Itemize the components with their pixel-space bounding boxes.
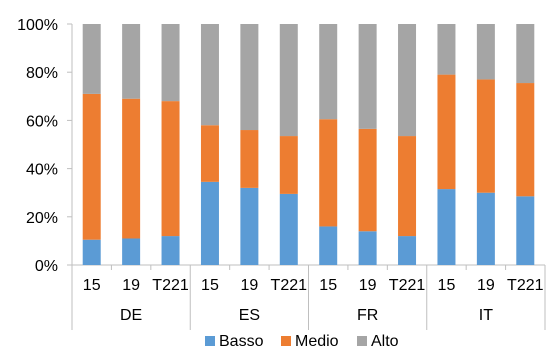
bar-segment-alto xyxy=(476,24,495,80)
bar-segment-basso xyxy=(240,187,259,265)
bar-segment-basso xyxy=(82,239,101,265)
bar-segment-alto xyxy=(122,24,141,99)
x-tick-label: 19 xyxy=(240,277,258,294)
bar-segment-basso xyxy=(319,226,338,265)
y-tick-label: 0% xyxy=(35,258,58,275)
bar-segment-basso xyxy=(358,231,377,265)
bar-segment-basso xyxy=(279,193,298,265)
legend-label: Medio xyxy=(295,333,339,350)
bar-segment-medio xyxy=(437,74,456,190)
y-tick-label: 20% xyxy=(26,210,58,227)
bar-segment-medio xyxy=(200,125,219,182)
group-label: DE xyxy=(120,307,142,324)
group-label: ES xyxy=(239,307,260,324)
bars-layer xyxy=(82,24,535,265)
bar-segment-alto xyxy=(319,24,338,120)
bar-segment-basso xyxy=(398,236,417,265)
group-label: IT xyxy=(479,307,493,324)
category-labels-layer: 15 19 T221 15 19 T221 15 19 T221 15 19 T221 DE ES FR IT xyxy=(71,265,546,330)
x-tick-label: T221 xyxy=(507,277,544,294)
bar-segment-medio xyxy=(476,79,495,193)
bar-segment-alto xyxy=(516,24,535,84)
bar-segment-basso xyxy=(437,189,456,265)
x-tick-label: T221 xyxy=(271,277,308,294)
bar-segment-medio xyxy=(240,130,259,188)
x-tick-label: 15 xyxy=(319,277,337,294)
bar-segment-alto xyxy=(398,24,417,137)
x-tick-label: 19 xyxy=(359,277,377,294)
bar-segment-alto xyxy=(358,24,377,129)
legend-swatch-alto xyxy=(357,336,367,346)
bar-segment-alto xyxy=(161,24,180,102)
y-tick-label: 60% xyxy=(26,113,58,130)
bar-segment-medio xyxy=(516,83,535,197)
bar-segment-basso xyxy=(476,192,495,265)
y-tick-label: 80% xyxy=(26,65,58,82)
legend: Basso Medio Alto xyxy=(205,333,399,350)
bar-segment-alto xyxy=(437,24,456,75)
bar-segment-basso xyxy=(161,236,180,265)
bar-segment-medio xyxy=(161,101,180,237)
bar-segment-medio xyxy=(82,93,101,240)
x-tick-label: 19 xyxy=(477,277,495,294)
bar-segment-alto xyxy=(279,24,298,137)
bar-segment-medio xyxy=(122,98,141,239)
legend-label: Basso xyxy=(219,333,264,350)
x-tick-label: 15 xyxy=(83,277,101,294)
bar-segment-alto xyxy=(200,24,219,126)
x-tick-label: T221 xyxy=(152,277,189,294)
y-tick-label: 40% xyxy=(26,162,58,179)
bar-segment-medio xyxy=(358,128,377,232)
x-tick-label: 15 xyxy=(438,277,456,294)
bar-segment-medio xyxy=(398,136,417,237)
group-label: FR xyxy=(357,307,378,324)
bar-segment-alto xyxy=(240,24,259,131)
legend-swatch-basso xyxy=(205,336,215,346)
bar-segment-basso xyxy=(122,238,141,265)
y-tick-label: 100% xyxy=(17,17,58,34)
legend-swatch-medio xyxy=(281,336,291,346)
bar-segment-medio xyxy=(319,119,338,227)
bar-segment-medio xyxy=(279,136,298,194)
x-tick-label: 19 xyxy=(122,277,140,294)
legend-label: Alto xyxy=(371,333,399,350)
bar-segment-basso xyxy=(200,181,219,265)
bar-segment-basso xyxy=(516,196,535,265)
x-tick-label: 15 xyxy=(201,277,219,294)
x-tick-label: T221 xyxy=(389,277,426,294)
bar-segment-alto xyxy=(82,24,101,94)
